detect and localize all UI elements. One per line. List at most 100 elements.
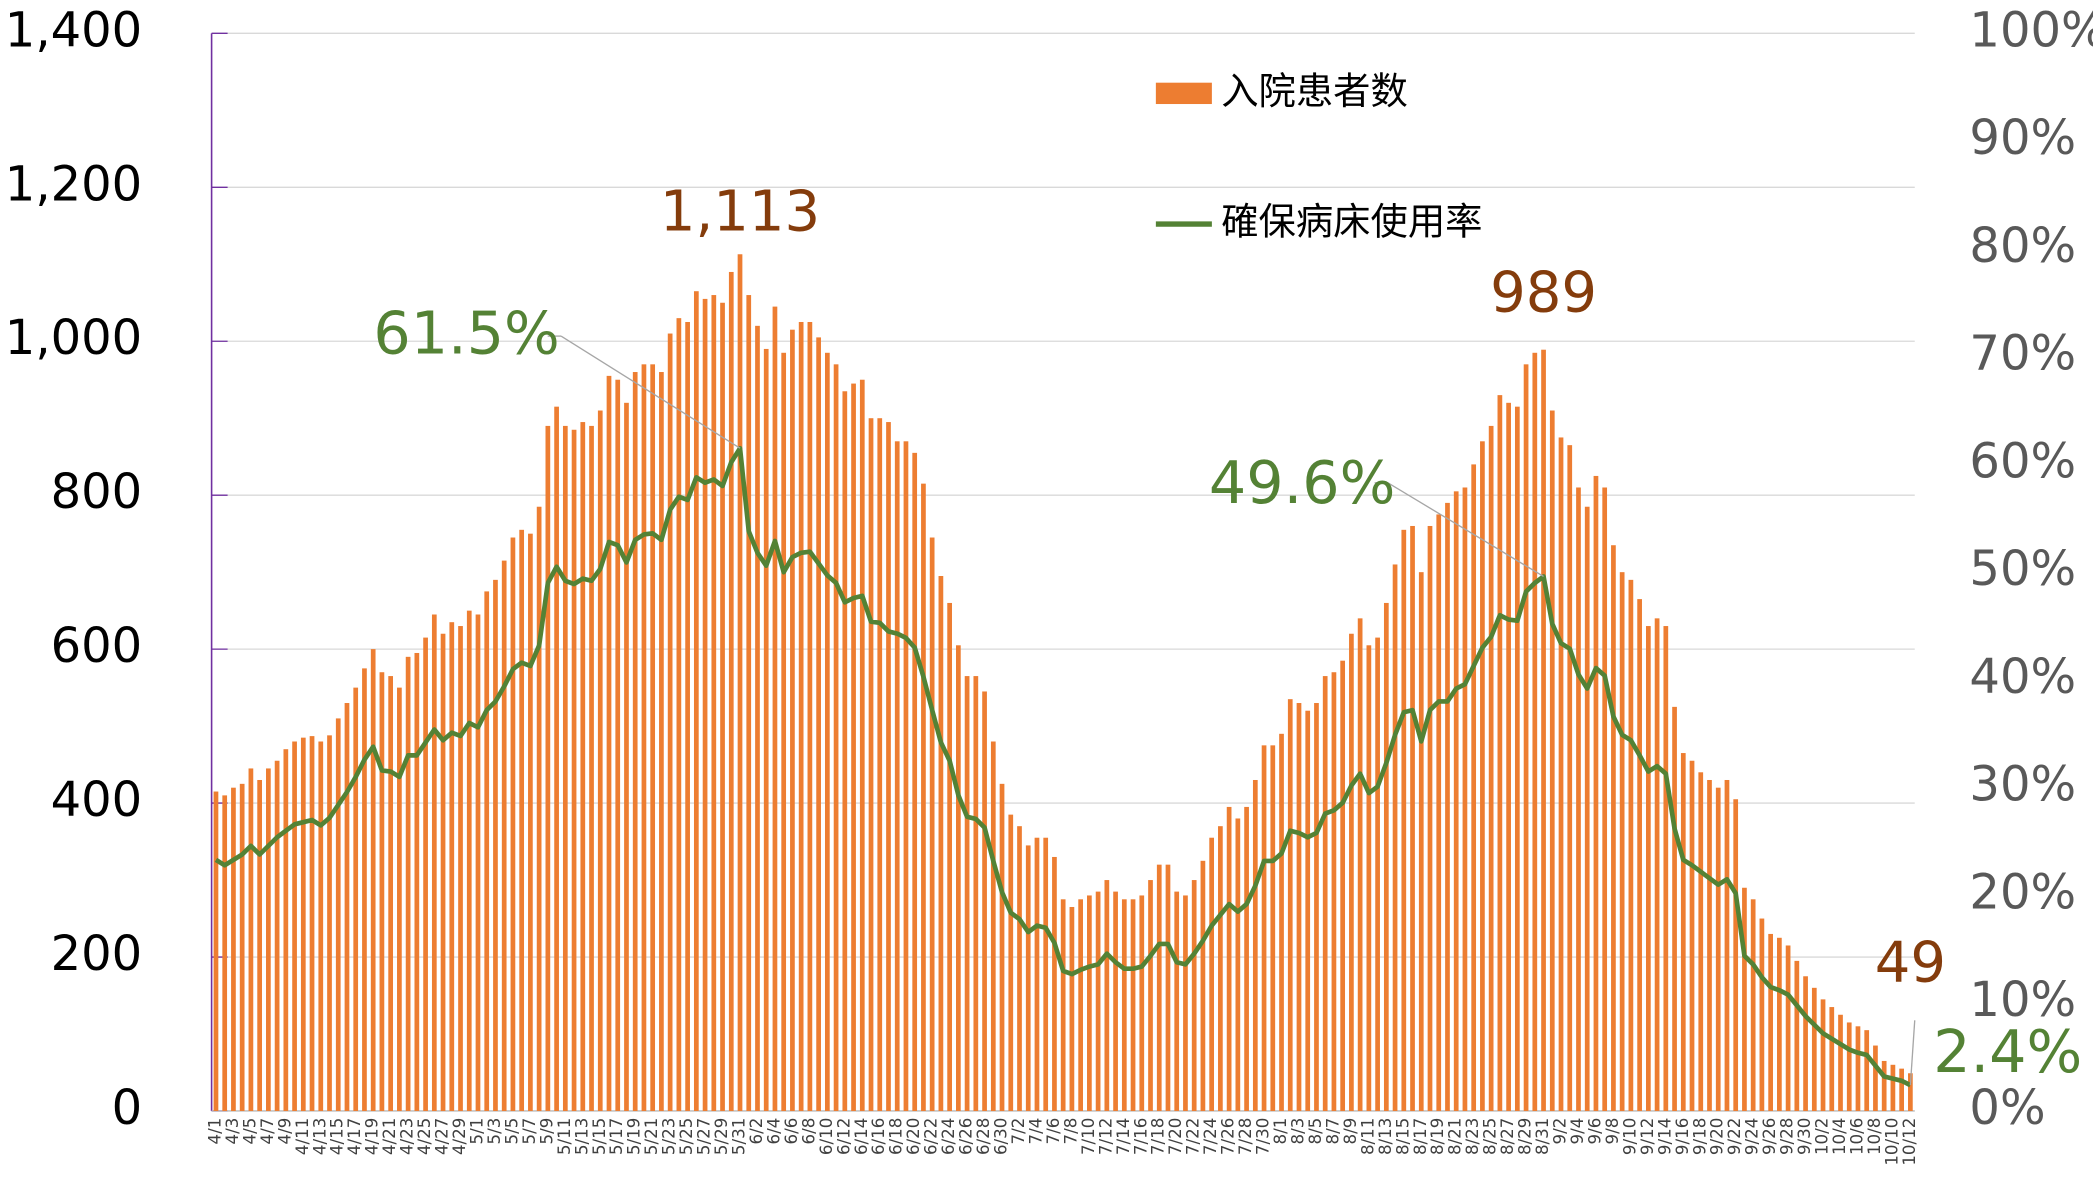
x-tick-label: 4/9 — [275, 1118, 294, 1145]
x-tick-label: 6/18 — [887, 1118, 906, 1155]
x-tick-label: 6/12 — [834, 1118, 853, 1155]
bar — [1759, 918, 1765, 1111]
x-tick-label: 9/8 — [1603, 1118, 1622, 1145]
x-tick-label: 9/24 — [1743, 1118, 1762, 1155]
bar — [1811, 987, 1817, 1111]
bar — [1218, 826, 1223, 1111]
bar — [1349, 633, 1354, 1111]
x-tick-label: 9/28 — [1778, 1118, 1797, 1155]
bar — [414, 652, 420, 1111]
x-tick-label: 7/2 — [1009, 1118, 1028, 1145]
bar — [1689, 760, 1695, 1111]
legend-label: 入院患者数 — [1221, 69, 1408, 113]
bar — [1576, 487, 1581, 1111]
x-tick-label: 7/16 — [1131, 1118, 1150, 1155]
x-tick-label: 8/29 — [1516, 1118, 1535, 1155]
x-tick-label: 6/22 — [922, 1118, 941, 1155]
bar — [824, 352, 830, 1111]
bar — [466, 610, 472, 1111]
bar — [641, 364, 647, 1111]
bar — [1314, 703, 1319, 1111]
bar — [248, 768, 254, 1111]
bar — [475, 614, 481, 1111]
bar — [1078, 899, 1083, 1111]
bar — [1733, 799, 1739, 1111]
bar — [1637, 599, 1642, 1111]
x-tick-label: 9/2 — [1551, 1118, 1570, 1145]
x-tick-label: 6/20 — [904, 1118, 923, 1155]
bar — [1279, 733, 1284, 1111]
bar — [1043, 837, 1049, 1111]
bar — [1602, 487, 1608, 1111]
bar — [458, 626, 463, 1111]
bar — [1846, 1022, 1852, 1111]
x-tick-label: 5/27 — [695, 1118, 714, 1155]
bar — [711, 295, 717, 1111]
x-tick-label: 6/14 — [852, 1118, 871, 1155]
x-tick-label: 7/30 — [1254, 1118, 1273, 1155]
y-tick-label: 200 — [51, 926, 143, 982]
bar — [1488, 425, 1494, 1111]
bar — [1183, 895, 1188, 1111]
bar — [615, 379, 621, 1111]
x-tick-label: 5/1 — [467, 1118, 486, 1145]
bar — [370, 649, 376, 1111]
x-tick-label: 10/10 — [1882, 1118, 1901, 1166]
bar — [344, 703, 350, 1111]
bar — [1838, 1014, 1843, 1111]
bar — [746, 295, 752, 1111]
bar — [755, 325, 760, 1111]
bar — [1104, 880, 1110, 1111]
bar — [1200, 860, 1206, 1111]
x-tick-label: 5/3 — [485, 1118, 504, 1145]
x-tick-label: 4/29 — [450, 1118, 469, 1155]
y-tick-label: 400 — [51, 772, 143, 828]
bar — [894, 441, 900, 1111]
bar — [1340, 660, 1346, 1111]
x-tick-label: 8/21 — [1446, 1118, 1465, 1155]
y2-tick-label: 50% — [1969, 541, 2076, 597]
x-tick-label: 8/13 — [1376, 1118, 1395, 1155]
x-tick-label: 4/15 — [328, 1118, 347, 1155]
leader-line — [1387, 482, 1544, 578]
bar — [257, 779, 262, 1111]
y2-tick-label: 60% — [1969, 433, 2076, 489]
bar — [1908, 1073, 1913, 1111]
bar — [1541, 349, 1546, 1111]
leader-line — [560, 335, 741, 449]
bar — [1296, 703, 1302, 1111]
x-tick-label: 4/13 — [310, 1118, 329, 1155]
bar — [405, 656, 411, 1111]
x-tick-label: 5/23 — [660, 1118, 679, 1155]
y2-tick-label: 70% — [1969, 326, 2076, 382]
bar — [1899, 1068, 1905, 1111]
bar — [1803, 976, 1808, 1111]
bar — [859, 379, 865, 1111]
bar — [667, 333, 673, 1111]
bar — [1401, 529, 1407, 1111]
bar — [1663, 626, 1669, 1111]
x-tick-label: 6/10 — [817, 1118, 836, 1155]
data-label: 49.6% — [1209, 449, 1395, 517]
x-tick-label: 5/11 — [555, 1118, 574, 1155]
leader-line — [1909, 1020, 1916, 1086]
bar — [309, 736, 315, 1111]
bar — [1794, 960, 1800, 1111]
bar — [851, 383, 856, 1111]
y-tick-label: 0 — [112, 1080, 143, 1136]
bar — [650, 364, 656, 1111]
bar — [1855, 1026, 1861, 1111]
y-tick-label: 1,000 — [5, 310, 142, 366]
bar — [493, 579, 498, 1111]
bar — [362, 668, 367, 1111]
x-tick-label: 9/16 — [1673, 1118, 1692, 1155]
x-tick-label: 10/4 — [1830, 1118, 1849, 1155]
x-tick-label: 9/10 — [1620, 1118, 1639, 1155]
x-tick-label: 10/6 — [1847, 1118, 1866, 1155]
x-tick-label: 7/10 — [1079, 1118, 1098, 1155]
bar — [1453, 491, 1459, 1111]
bar — [1549, 410, 1555, 1111]
bar — [1672, 706, 1677, 1111]
bar — [693, 291, 699, 1111]
